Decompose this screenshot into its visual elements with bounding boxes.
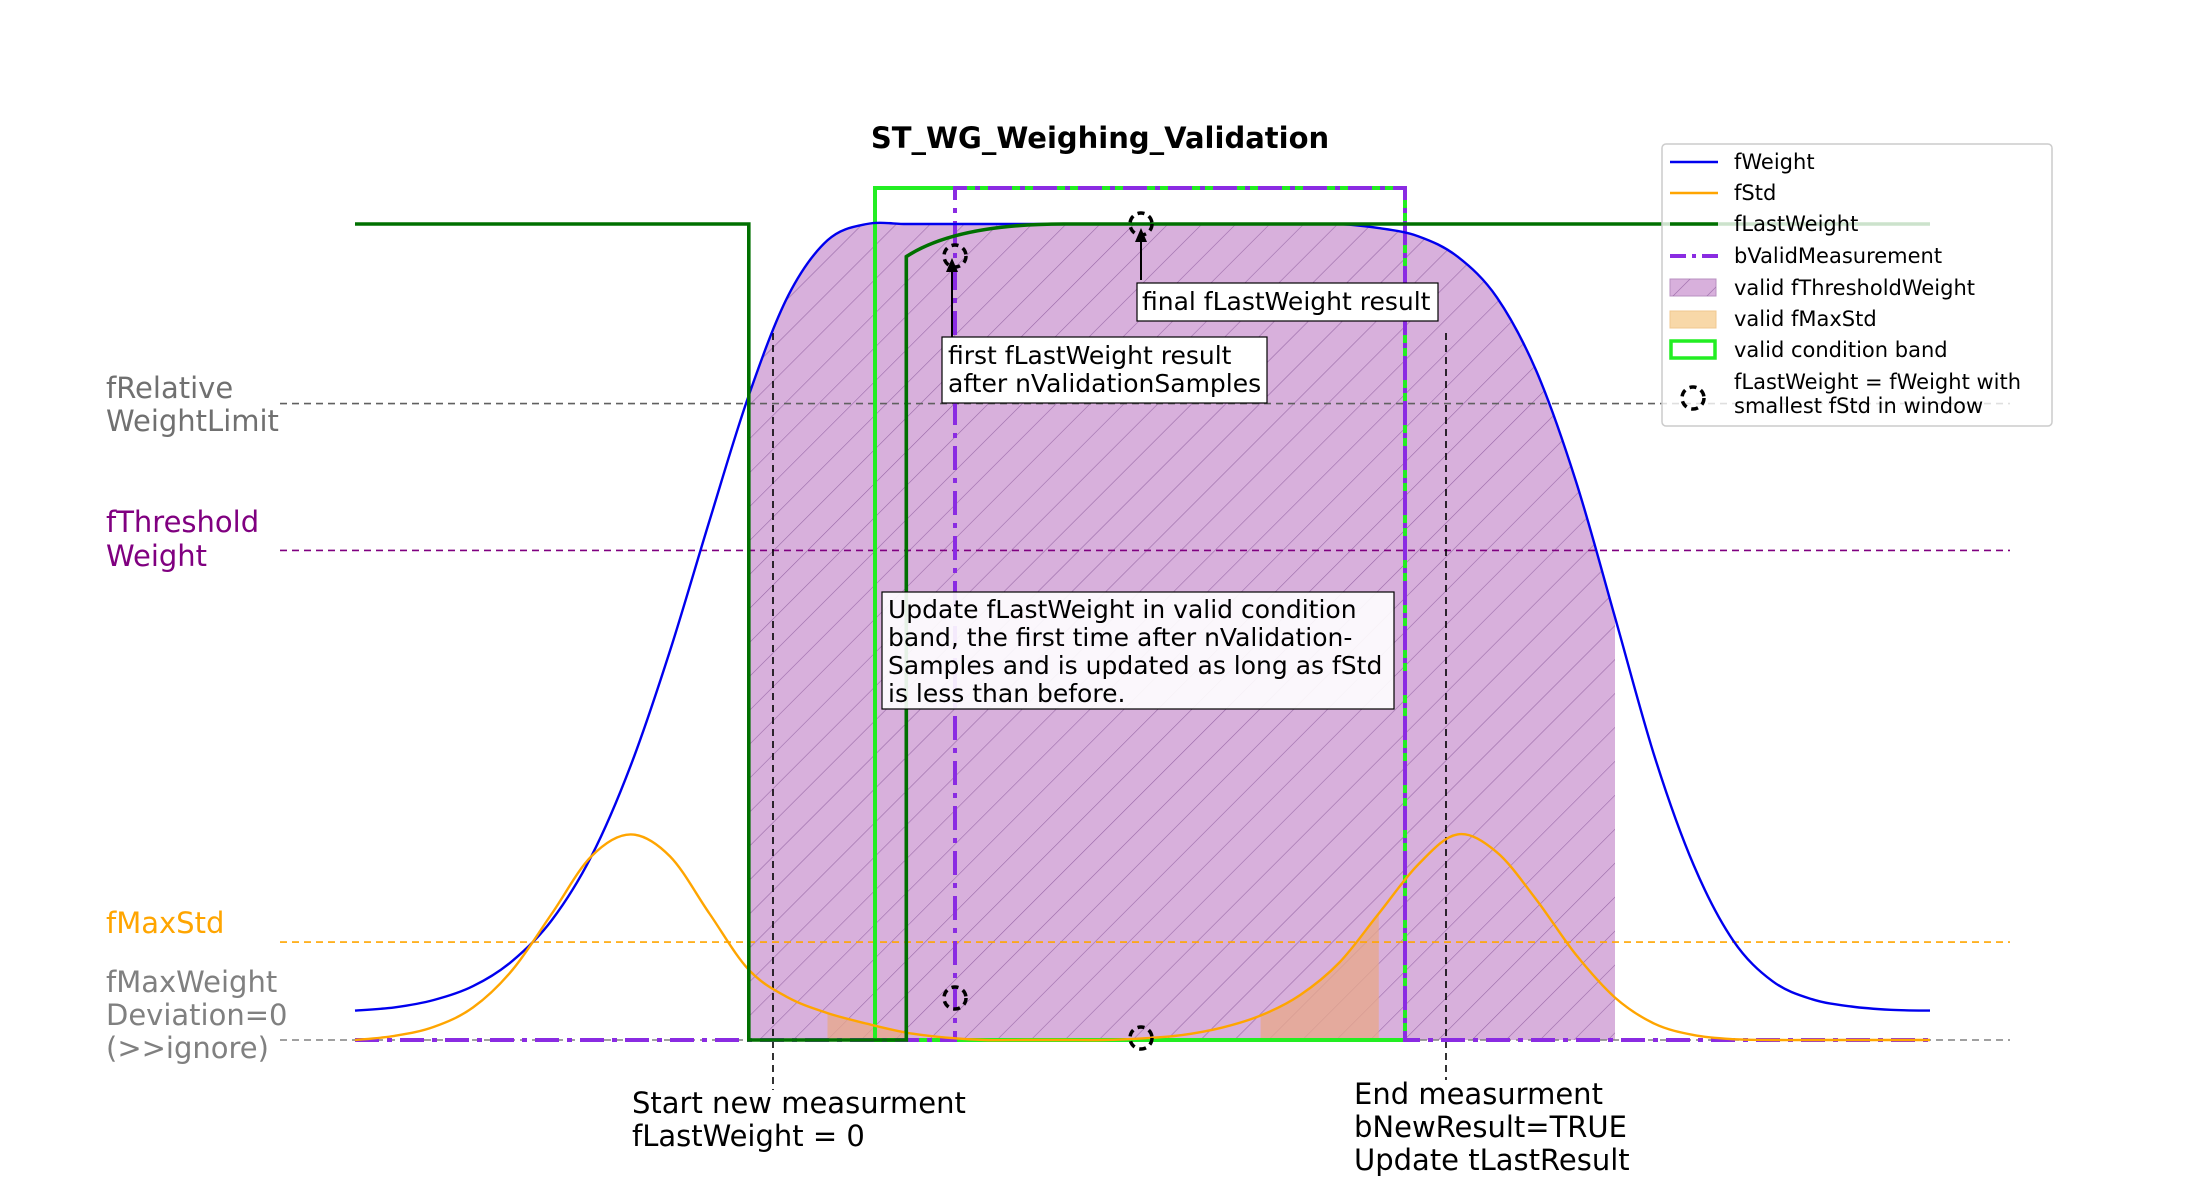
svg-text:Update fLastWeight in valid co: Update fLastWeight in valid condition ba…	[888, 595, 1390, 708]
legend-label-fstd: fStd	[1734, 181, 1776, 205]
end-measurement-label-line-3: Update tLastResult	[1354, 1143, 1630, 1177]
legend-label-valid-max-std: valid fMaxStd	[1734, 307, 1877, 331]
first-result-annotation-line-2: after nValidationSamples	[948, 369, 1261, 398]
legend-entry-flastweight: fLastWeight	[1670, 212, 1858, 236]
first-result-annotation: first fLastWeight result after nValidati…	[941, 336, 1268, 404]
legend-label-marker-line-1: fLastWeight = fWeight with	[1734, 370, 2021, 394]
max-weight-deviation-label: fMaxWeight Deviation=0 (>>ignore)	[106, 965, 297, 1065]
relative-weight-limit-label-line-1: fRelative	[106, 371, 233, 405]
valid-max-std-area-right	[1260, 913, 1379, 1040]
legend-label-fweight: fWeight	[1734, 150, 1815, 174]
legend-label-valid-condition-band: valid condition band	[1734, 338, 1948, 362]
final-result-arrow	[1135, 228, 1147, 280]
max-std-label: fMaxStd	[106, 906, 224, 940]
update-note-annotation: Update fLastWeight in valid condition ba…	[881, 591, 1395, 710]
legend-label-flastweight: fLastWeight	[1734, 212, 1858, 236]
legend-label-bvalidmeasurement: bValidMeasurement	[1734, 244, 1942, 268]
legend-entry-valid-condition-band: valid condition band	[1669, 338, 1948, 362]
first-std-marker	[942, 985, 968, 1011]
final-result-annotation: final fLastWeight result	[1136, 282, 1439, 322]
legend-entry-fstd: fStd	[1670, 181, 1776, 205]
threshold-weight-label-line-2: Weight	[106, 539, 207, 573]
start-measurement-label-line-2: fLastWeight = 0	[632, 1119, 865, 1153]
update-note-line-4: is less than before.	[888, 679, 1125, 708]
end-measurement-label-line-2: bNewResult=TRUE	[1354, 1110, 1627, 1144]
end-measurement-label: End measurment bNewResult=TRUE Update tL…	[1354, 1077, 1636, 1177]
legend-frame	[1661, 143, 2053, 427]
max-weight-deviation-label-line-2: Deviation=0	[106, 998, 287, 1032]
first-result-arrow	[946, 258, 958, 340]
legend: fWeight fStd fLastWeight bValidMeasureme…	[1661, 143, 2053, 427]
svg-text:fLastWeight = fWeight with: fLastWeight = fWeight with smallest fStd…	[1734, 370, 2028, 418]
max-weight-deviation-label-line-3: (>>ignore)	[106, 1031, 269, 1065]
start-measurement-label-line-1: Start new measurment	[632, 1086, 966, 1120]
svg-text:first fLastWeight result: first fLastWeight result after nValidati…	[948, 341, 1261, 398]
legend-marker-circle	[1680, 385, 1706, 411]
final-std-marker	[1128, 1025, 1154, 1051]
legend-entry-valid-max-std: valid fMaxStd	[1669, 307, 1877, 331]
legend-label-valid-threshold-weight: valid fThresholdWeight	[1734, 276, 1975, 300]
legend-entry-marker: fLastWeight = fWeight with smallest fStd…	[1680, 370, 2028, 418]
start-measurement-label: Start new measurment fLastWeight = 0	[632, 1086, 975, 1153]
series-line-flastweight	[355, 222, 1930, 1042]
threshold-weight-label: fThreshold Weight	[106, 505, 268, 573]
legend-entry-valid-threshold-weight: valid fThresholdWeight	[1669, 276, 1975, 300]
update-note-line-1: Update fLastWeight in valid condition	[888, 595, 1357, 624]
series-line-fstd	[354, 832, 1930, 1042]
first-result-annotation-line-1: first fLastWeight result	[948, 341, 1232, 370]
update-note-line-2: band, the first time after nValidation-	[888, 623, 1352, 652]
update-note-line-3: Samples and is updated as long as fStd	[888, 651, 1382, 680]
relative-weight-limit-label-line-2: WeightLimit	[106, 404, 279, 438]
legend-entry-fweight: fWeight	[1670, 150, 1815, 174]
end-measurement-label-line-1: End measurment	[1354, 1077, 1603, 1111]
max-weight-deviation-label-line-1: fMaxWeight	[106, 965, 277, 999]
chart-title: ST_WG_Weighing_Validation	[871, 121, 1329, 155]
legend-label-marker-line-2: smallest fStd in window	[1734, 394, 1983, 418]
relative-weight-limit-label: fRelative WeightLimit	[106, 371, 279, 438]
final-result-annotation-text: final fLastWeight result	[1142, 287, 1431, 316]
threshold-weight-label-line-1: fThreshold	[106, 505, 259, 539]
legend-entry-bvalidmeasurement: bValidMeasurement	[1670, 244, 1942, 268]
